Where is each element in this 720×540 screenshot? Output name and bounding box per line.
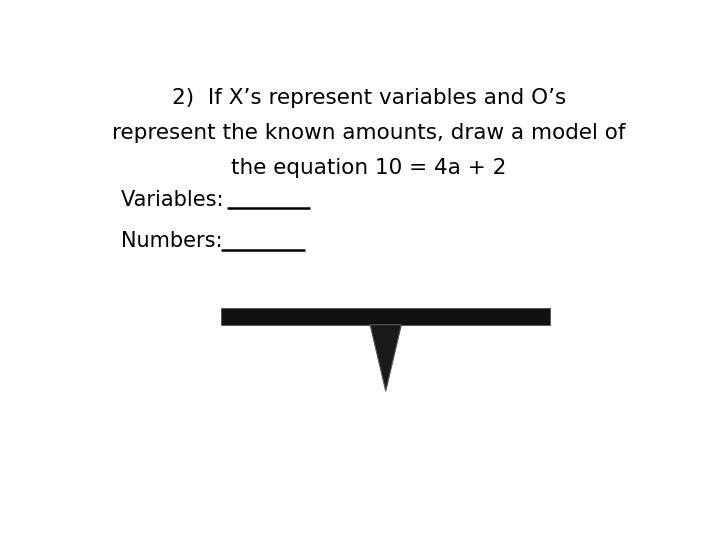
Text: represent the known amounts, draw a model of: represent the known amounts, draw a mode… bbox=[112, 123, 626, 143]
Text: Variables:: Variables: bbox=[121, 190, 230, 210]
Bar bbox=[221, 308, 550, 325]
Polygon shape bbox=[370, 325, 401, 391]
Text: 2)  If X’s represent variables and O’s: 2) If X’s represent variables and O’s bbox=[172, 87, 566, 107]
Text: Numbers:: Numbers: bbox=[121, 231, 229, 251]
Text: the equation 10 = 4a + 2: the equation 10 = 4a + 2 bbox=[231, 158, 507, 178]
